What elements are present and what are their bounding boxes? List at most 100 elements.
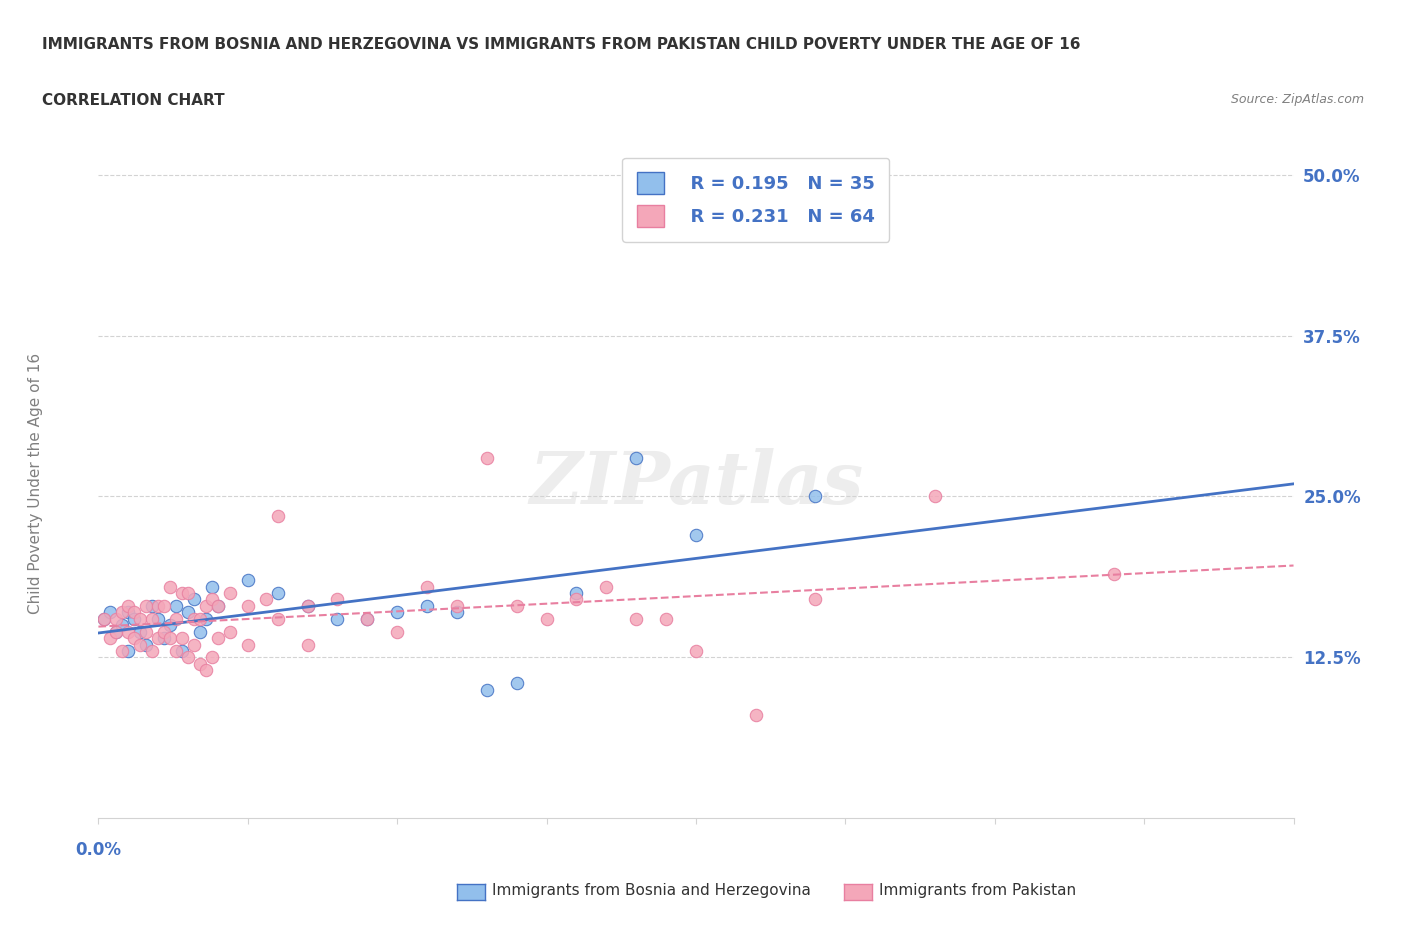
Point	[624, 450, 647, 465]
Point	[141, 599, 163, 614]
Point	[188, 624, 211, 639]
Text: Immigrants from Pakistan: Immigrants from Pakistan	[879, 884, 1076, 898]
Point	[153, 631, 176, 645]
Point	[385, 604, 409, 619]
Point	[536, 611, 558, 626]
Point	[804, 489, 827, 504]
Point	[172, 586, 194, 601]
Point	[624, 611, 647, 626]
Point	[177, 650, 200, 665]
Point	[475, 450, 498, 465]
Point	[172, 644, 194, 658]
Point	[685, 527, 707, 542]
Point	[236, 573, 259, 588]
Point	[565, 586, 588, 601]
Point	[506, 676, 529, 691]
Point	[105, 611, 128, 626]
Point	[129, 624, 152, 639]
Point	[201, 592, 224, 607]
Point	[446, 604, 468, 619]
Point	[297, 599, 319, 614]
Point	[267, 586, 290, 601]
Point	[117, 624, 139, 639]
Point	[326, 592, 349, 607]
Y-axis label: Child Poverty Under the Age of 16: Child Poverty Under the Age of 16	[28, 353, 42, 614]
Point	[159, 631, 181, 645]
Point	[159, 618, 181, 632]
Point	[98, 631, 122, 645]
Point	[135, 599, 157, 614]
Point	[236, 599, 259, 614]
Point	[148, 611, 170, 626]
Point	[98, 604, 122, 619]
Point	[1104, 566, 1126, 581]
Point	[267, 611, 290, 626]
Point	[165, 599, 187, 614]
Text: CORRELATION CHART: CORRELATION CHART	[42, 93, 225, 108]
Point	[183, 611, 205, 626]
Point	[177, 586, 200, 601]
Point	[141, 611, 163, 626]
Point	[267, 509, 290, 524]
Point	[194, 599, 218, 614]
Point	[159, 579, 181, 594]
Point	[165, 644, 187, 658]
Point	[124, 604, 146, 619]
Point	[165, 611, 187, 626]
Text: 0.0%: 0.0%	[76, 842, 121, 859]
Legend:   R = 0.195   N = 35,   R = 0.231   N = 64: R = 0.195 N = 35, R = 0.231 N = 64	[621, 158, 890, 242]
Point	[153, 624, 176, 639]
Point	[297, 599, 319, 614]
Point	[804, 592, 827, 607]
Point	[201, 579, 224, 594]
Point	[506, 599, 529, 614]
Point	[356, 611, 378, 626]
Point	[446, 599, 468, 614]
Text: Immigrants from Bosnia and Herzegovina: Immigrants from Bosnia and Herzegovina	[492, 884, 811, 898]
Point	[297, 637, 319, 652]
Text: Source: ZipAtlas.com: Source: ZipAtlas.com	[1230, 93, 1364, 106]
Point	[219, 624, 242, 639]
Point	[111, 644, 134, 658]
Point	[416, 599, 439, 614]
Point	[111, 604, 134, 619]
Point	[148, 599, 170, 614]
Point	[172, 631, 194, 645]
Point	[207, 599, 229, 614]
Point	[207, 599, 229, 614]
Point	[124, 611, 146, 626]
Point	[93, 611, 115, 626]
Point	[124, 631, 146, 645]
Point	[924, 489, 946, 504]
Point	[93, 611, 115, 626]
Text: IMMIGRANTS FROM BOSNIA AND HERZEGOVINA VS IMMIGRANTS FROM PAKISTAN CHILD POVERTY: IMMIGRANTS FROM BOSNIA AND HERZEGOVINA V…	[42, 37, 1081, 52]
Point	[177, 604, 200, 619]
Point	[194, 663, 218, 678]
Point	[326, 611, 349, 626]
Point	[117, 599, 139, 614]
Point	[105, 624, 128, 639]
Point	[153, 599, 176, 614]
Point	[219, 586, 242, 601]
Point	[188, 611, 211, 626]
Point	[655, 611, 678, 626]
Point	[745, 708, 768, 723]
Point	[117, 604, 139, 619]
Point	[135, 637, 157, 652]
Point	[685, 644, 707, 658]
Point	[135, 624, 157, 639]
Point	[254, 592, 277, 607]
Point	[207, 631, 229, 645]
Point	[141, 644, 163, 658]
Point	[201, 650, 224, 665]
Point	[183, 592, 205, 607]
Point	[183, 637, 205, 652]
Point	[385, 624, 409, 639]
Point	[475, 683, 498, 698]
Point	[129, 637, 152, 652]
Point	[148, 631, 170, 645]
Point	[105, 624, 128, 639]
Text: ZIPatlas: ZIPatlas	[529, 448, 863, 519]
Point	[356, 611, 378, 626]
Point	[565, 592, 588, 607]
